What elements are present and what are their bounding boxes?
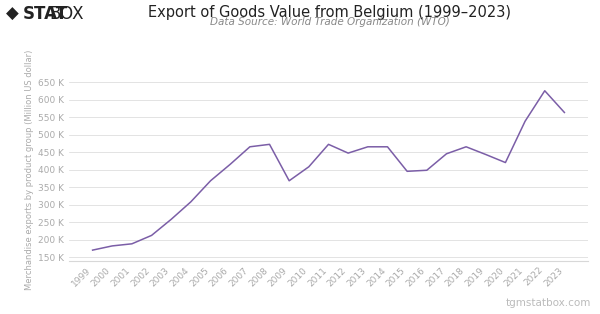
Text: BOX: BOX [49,5,84,23]
Text: STAT: STAT [23,5,68,23]
Text: Export of Goods Value from Belgium (1999–2023): Export of Goods Value from Belgium (1999… [149,5,511,20]
Text: tgmstatbox.com: tgmstatbox.com [506,298,591,308]
Text: Data Source: World Trade Organization (WTO): Data Source: World Trade Organization (W… [210,17,450,27]
Y-axis label: Merchandise exports by product group (Million US dollar): Merchandise exports by product group (Mi… [25,49,34,290]
Text: ◆: ◆ [6,5,19,23]
